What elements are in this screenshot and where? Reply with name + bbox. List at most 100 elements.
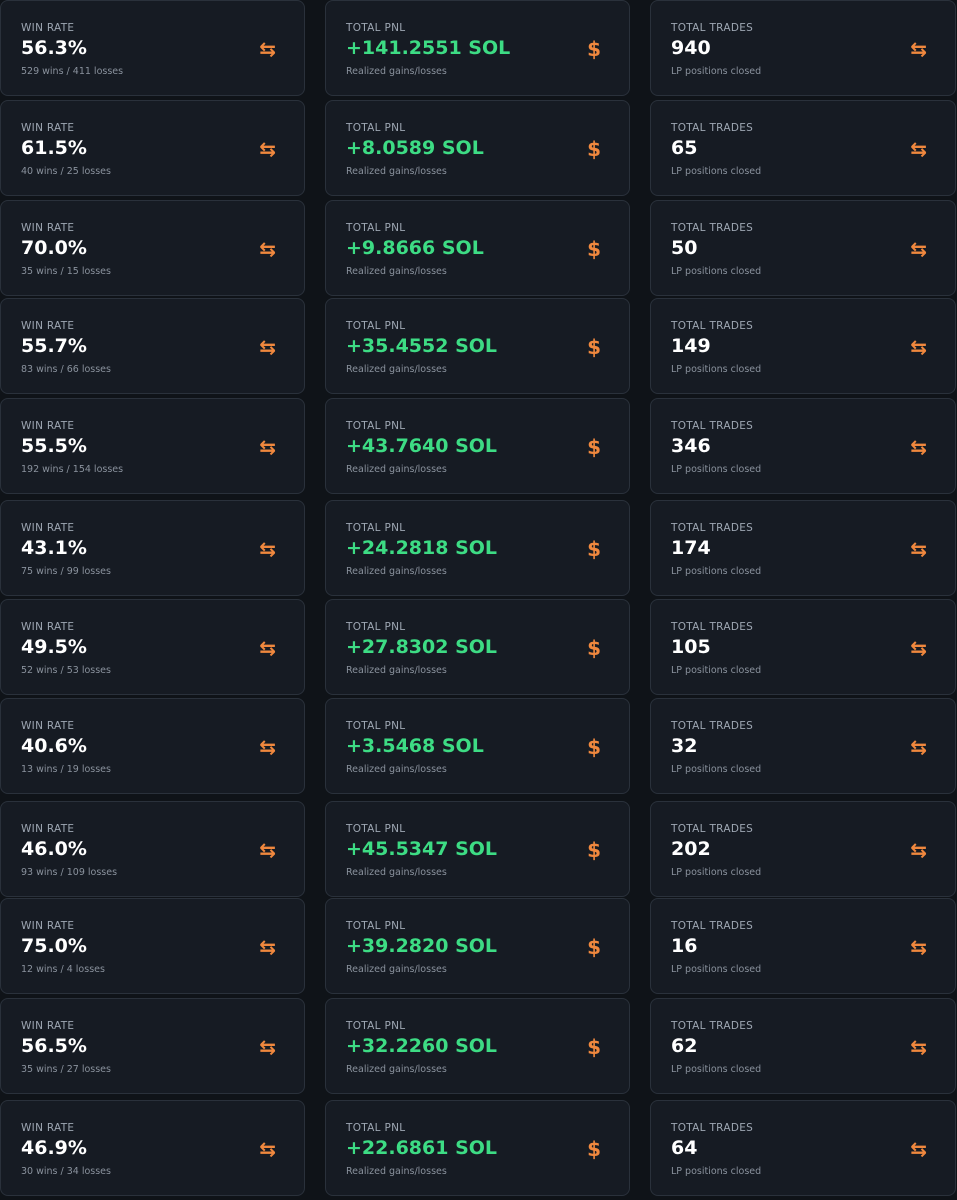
total-pnl-card: TOTAL PNL +8.0589 SOL Realized gains/los… [325, 100, 630, 196]
total-trades-label: TOTAL TRADES [671, 522, 754, 534]
total-trades-value: 62 [671, 1035, 698, 1057]
total-pnl-card: TOTAL PNL +45.5347 SOL Realized gains/lo… [325, 801, 630, 897]
win-rate-card: WIN RATE 70.0% 35 wins / 15 losses ⇆ [0, 200, 305, 296]
pnl-subtitle: Realized gains/losses [346, 867, 447, 878]
total-trades-value: 32 [671, 735, 698, 757]
trades-subtitle: LP positions closed [671, 566, 762, 577]
swap-arrows-icon: ⇆ [910, 335, 927, 359]
total-trades-card: TOTAL TRADES 346 LP positions closed ⇆ [650, 398, 956, 494]
total-pnl-card: TOTAL PNL +141.2551 SOL Realized gains/l… [325, 0, 630, 96]
total-trades-value: 202 [671, 838, 711, 860]
pnl-subtitle: Realized gains/losses [346, 1166, 447, 1177]
total-trades-value: 65 [671, 137, 698, 159]
pnl-subtitle: Realized gains/losses [346, 764, 447, 775]
total-pnl-label: TOTAL PNL [346, 1020, 406, 1032]
trades-subtitle: LP positions closed [671, 1064, 762, 1075]
total-pnl-label: TOTAL PNL [346, 920, 406, 932]
total-pnl-label: TOTAL PNL [346, 1122, 406, 1134]
total-pnl-value: +35.4552 SOL [346, 335, 498, 357]
swap-arrows-icon: ⇆ [259, 1035, 276, 1059]
total-pnl-label: TOTAL PNL [346, 320, 406, 332]
stats-row: WIN RATE 56.3% 529 wins / 411 losses ⇆ T… [0, 0, 957, 98]
total-trades-card: TOTAL TRADES 65 LP positions closed ⇆ [650, 100, 956, 196]
dollar-icon: $ [587, 537, 601, 561]
total-trades-card: TOTAL TRADES 50 LP positions closed ⇆ [650, 200, 956, 296]
trades-subtitle: LP positions closed [671, 364, 762, 375]
win-rate-card: WIN RATE 75.0% 12 wins / 4 losses ⇆ [0, 898, 305, 994]
win-rate-value: 55.7% [21, 335, 87, 357]
pnl-subtitle: Realized gains/losses [346, 266, 447, 277]
swap-arrows-icon: ⇆ [910, 735, 927, 759]
trades-subtitle: LP positions closed [671, 964, 762, 975]
swap-arrows-icon: ⇆ [259, 935, 276, 959]
dollar-icon: $ [587, 37, 601, 61]
total-pnl-label: TOTAL PNL [346, 122, 406, 134]
total-trades-label: TOTAL TRADES [671, 122, 754, 134]
win-rate-label: WIN RATE [21, 621, 75, 633]
win-loss-count: 12 wins / 4 losses [21, 964, 105, 975]
win-rate-label: WIN RATE [21, 22, 75, 34]
total-pnl-value: +22.6861 SOL [346, 1137, 498, 1159]
win-loss-count: 40 wins / 25 losses [21, 166, 111, 177]
total-trades-label: TOTAL TRADES [671, 720, 754, 732]
total-pnl-label: TOTAL PNL [346, 621, 406, 633]
win-loss-count: 30 wins / 34 losses [21, 1166, 111, 1177]
win-rate-card: WIN RATE 43.1% 75 wins / 99 losses ⇆ [0, 500, 305, 596]
win-loss-count: 83 wins / 66 losses [21, 364, 111, 375]
swap-arrows-icon: ⇆ [259, 735, 276, 759]
trades-subtitle: LP positions closed [671, 665, 762, 676]
stats-row: WIN RATE 55.5% 192 wins / 154 losses ⇆ T… [0, 398, 957, 496]
total-trades-value: 149 [671, 335, 711, 357]
total-pnl-value: +27.8302 SOL [346, 636, 498, 658]
win-loss-count: 93 wins / 109 losses [21, 867, 118, 878]
win-rate-value: 70.0% [21, 237, 87, 259]
win-rate-card: WIN RATE 56.3% 529 wins / 411 losses ⇆ [0, 0, 305, 96]
total-trades-label: TOTAL TRADES [671, 621, 754, 633]
trades-subtitle: LP positions closed [671, 166, 762, 177]
total-trades-label: TOTAL TRADES [671, 823, 754, 835]
total-trades-card: TOTAL TRADES 202 LP positions closed ⇆ [650, 801, 956, 897]
total-pnl-card: TOTAL PNL +27.8302 SOL Realized gains/lo… [325, 599, 630, 695]
win-rate-label: WIN RATE [21, 522, 75, 534]
swap-arrows-icon: ⇆ [259, 335, 276, 359]
win-rate-card: WIN RATE 46.0% 93 wins / 109 losses ⇆ [0, 801, 305, 897]
dollar-icon: $ [587, 1137, 601, 1161]
total-trades-label: TOTAL TRADES [671, 22, 754, 34]
total-trades-value: 16 [671, 935, 698, 957]
win-rate-value: 49.5% [21, 636, 87, 658]
swap-arrows-icon: ⇆ [259, 435, 276, 459]
dollar-icon: $ [587, 735, 601, 759]
win-rate-label: WIN RATE [21, 1020, 75, 1032]
dollar-icon: $ [587, 935, 601, 959]
dollar-icon: $ [587, 838, 601, 862]
win-rate-value: 61.5% [21, 137, 87, 159]
total-trades-label: TOTAL TRADES [671, 320, 754, 332]
win-loss-count: 192 wins / 154 losses [21, 464, 124, 475]
total-trades-card: TOTAL TRADES 32 LP positions closed ⇆ [650, 698, 956, 794]
stats-row: WIN RATE 43.1% 75 wins / 99 losses ⇆ TOT… [0, 500, 957, 598]
total-trades-value: 346 [671, 435, 711, 457]
dollar-icon: $ [587, 636, 601, 660]
total-trades-card: TOTAL TRADES 64 LP positions closed ⇆ [650, 1100, 956, 1196]
win-rate-label: WIN RATE [21, 222, 75, 234]
total-pnl-value: +141.2551 SOL [346, 37, 511, 59]
total-trades-card: TOTAL TRADES 149 LP positions closed ⇆ [650, 298, 956, 394]
total-pnl-value: +45.5347 SOL [346, 838, 498, 860]
swap-arrows-icon: ⇆ [259, 1137, 276, 1161]
win-rate-value: 56.5% [21, 1035, 87, 1057]
total-trades-label: TOTAL TRADES [671, 1122, 754, 1134]
win-rate-label: WIN RATE [21, 720, 75, 732]
win-rate-card: WIN RATE 55.7% 83 wins / 66 losses ⇆ [0, 298, 305, 394]
total-pnl-card: TOTAL PNL +3.5468 SOL Realized gains/los… [325, 698, 630, 794]
total-trades-value: 940 [671, 37, 711, 59]
stats-row: WIN RATE 75.0% 12 wins / 4 losses ⇆ TOTA… [0, 898, 957, 996]
swap-arrows-icon: ⇆ [259, 37, 276, 61]
swap-arrows-icon: ⇆ [910, 37, 927, 61]
total-pnl-value: +39.2820 SOL [346, 935, 498, 957]
total-pnl-value: +24.2818 SOL [346, 537, 498, 559]
swap-arrows-icon: ⇆ [259, 537, 276, 561]
total-trades-value: 64 [671, 1137, 698, 1159]
total-pnl-label: TOTAL PNL [346, 222, 406, 234]
swap-arrows-icon: ⇆ [910, 137, 927, 161]
total-trades-label: TOTAL TRADES [671, 420, 754, 432]
